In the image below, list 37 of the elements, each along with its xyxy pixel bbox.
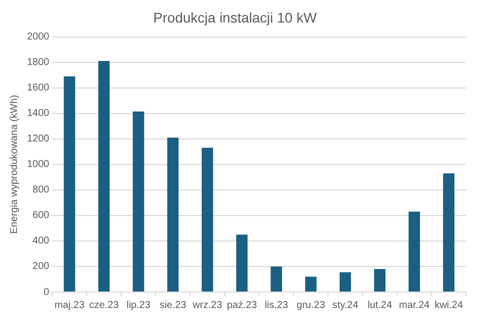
y-tick-label: 800 <box>32 184 50 196</box>
bar <box>132 111 144 292</box>
y-tick-label: 600 <box>32 210 50 222</box>
y-tick-label: 1400 <box>26 108 50 120</box>
y-tick-label: 0 <box>44 286 50 298</box>
y-tick-label: 2000 <box>26 32 50 43</box>
chart-title: Produkcja instalacji 10 kW <box>153 9 318 26</box>
x-tick-label: lis.23 <box>264 300 288 311</box>
x-tick-label: maj.23 <box>54 300 85 311</box>
bar <box>64 76 76 292</box>
y-tick-label: 1600 <box>26 82 50 94</box>
y-tick-label: 1000 <box>26 159 50 170</box>
bar <box>340 272 352 292</box>
y-tick-label: 200 <box>32 261 50 272</box>
x-tick-label: lut.24 <box>368 300 392 311</box>
bar <box>202 148 214 292</box>
y-tick-label: 1200 <box>26 134 50 145</box>
x-tick-label: mar.24 <box>398 300 430 311</box>
bar <box>443 173 454 292</box>
x-tick-label: cze.23 <box>89 300 120 311</box>
bar <box>408 212 420 292</box>
bar <box>305 276 317 292</box>
y-tick-label: 1800 <box>26 57 50 68</box>
bar <box>98 61 110 292</box>
x-tick-label: wrz.23 <box>192 300 223 311</box>
y-axis-title: Energia wyprodukowana (kWh) <box>8 94 20 234</box>
x-tick-label: lip.23 <box>126 300 151 311</box>
bar <box>270 266 282 292</box>
x-tick-label: gru.23 <box>296 300 326 311</box>
bar <box>167 138 179 292</box>
x-tick-label: paź.23 <box>226 300 258 311</box>
bar <box>236 234 248 292</box>
x-tick-label: sty.24 <box>332 300 359 311</box>
y-tick-label: 400 <box>32 236 50 247</box>
bar <box>374 269 386 292</box>
x-tick-label: sie.23 <box>160 300 187 311</box>
x-tick-label: kwi.24 <box>434 300 464 311</box>
